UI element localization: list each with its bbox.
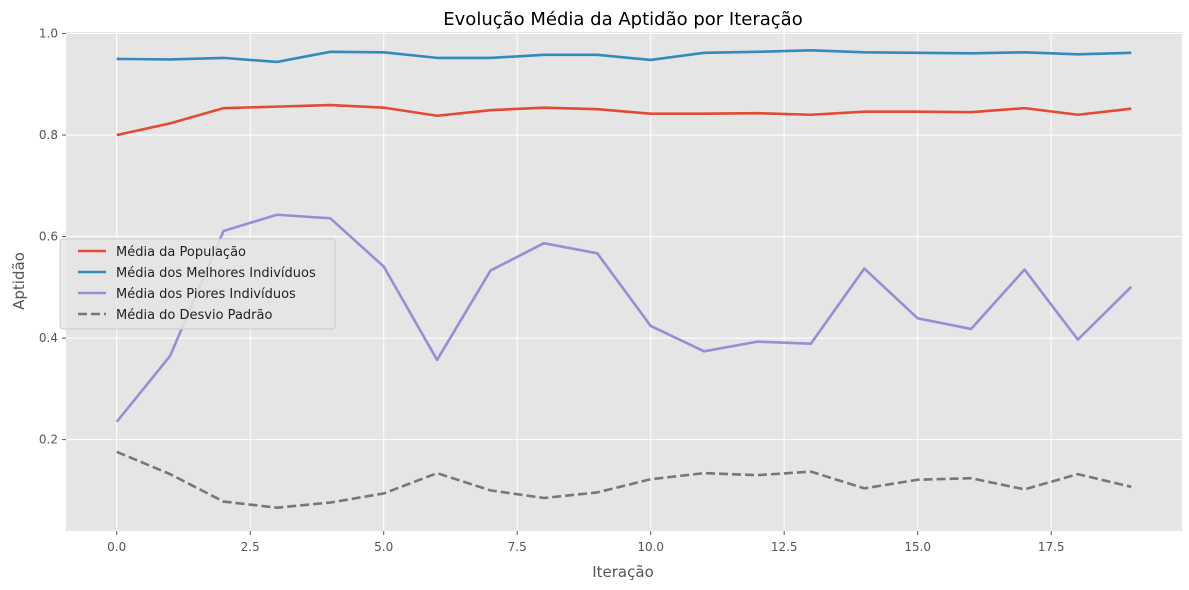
x-tick-label: 7.5 [508,540,527,554]
series-line-2 [116,48,1132,64]
chart-title: Evolução Média da Aptidão por Iteração [443,9,802,30]
legend-label: Média dos Piores Indivíduos [116,287,296,302]
series-line-1 [116,103,1132,137]
x-axis-ticks: 0.0 2.5 5.0 7.5 10.0 12.5 15.0 17.5 [107,531,1065,554]
y-axis-label: Aptidão [10,252,28,310]
legend: Média da População Média dos Melhores Ind… [59,238,336,330]
legend-box [59,238,336,330]
y-tick-label: 0.4 [39,331,58,345]
y-tick-label: 1.0 [39,27,58,41]
y-tick-label: 0.2 [39,433,58,447]
x-tick-label: 5.0 [374,540,393,554]
x-axis-label: Iteração [592,563,654,581]
x-tick-label: 0.0 [107,540,126,554]
x-tick-label: 10.0 [637,540,664,554]
x-tick-label: 12.5 [771,540,798,554]
x-tick-label: 17.5 [1038,540,1065,554]
x-tick-label: 2.5 [241,540,260,554]
y-axis-ticks: 0.2 0.4 0.6 0.8 1.0 [39,27,66,447]
series-lines [115,48,1133,509]
legend-label: Média do Desvio Padrão [116,308,272,323]
grid-lines [66,32,1182,531]
y-tick-label: 0.6 [39,230,58,244]
series-line-3 [115,213,1133,423]
series-line-4 [116,450,1132,509]
legend-label: Média dos Melhores Indivíduos [116,266,316,281]
legend-label: Média da População [116,245,246,260]
x-tick-label: 15.0 [904,540,931,554]
y-tick-label: 0.8 [39,128,58,142]
